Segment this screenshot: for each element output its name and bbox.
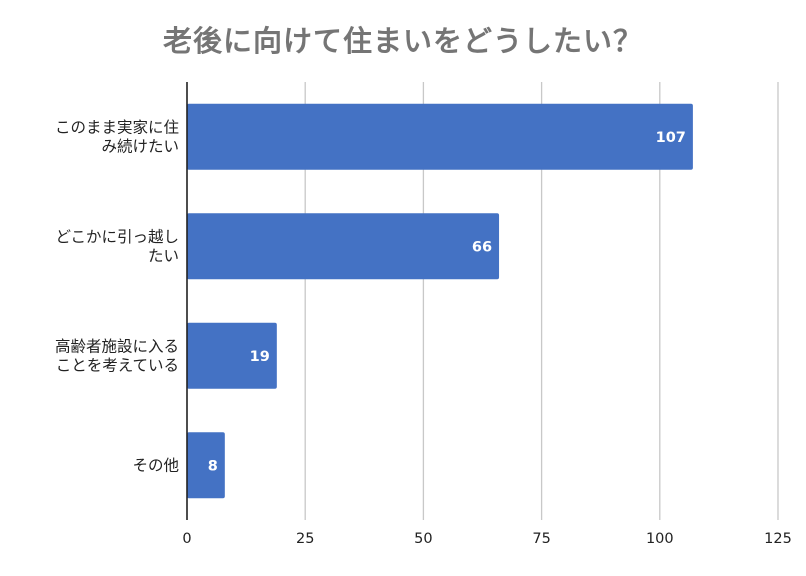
- bars: [187, 103, 693, 499]
- category-label-3: その他: [132, 456, 179, 474]
- category-label-0: このまま実家に住み続けたい: [55, 118, 179, 155]
- bar-3: [187, 432, 225, 499]
- x-tick-label-125: 125: [764, 531, 792, 547]
- bar-1: [187, 213, 500, 280]
- chart-title: 老後に向けて住まいをどうしたい？: [162, 24, 643, 58]
- bar-2: [187, 322, 277, 389]
- x-tick-label-100: 100: [646, 531, 674, 547]
- x-tick-label-75: 75: [532, 531, 550, 547]
- data-label-1: 66: [472, 239, 492, 255]
- x-tick-label-25: 25: [296, 531, 314, 547]
- x-tick-label-50: 50: [414, 531, 432, 547]
- bar-0: [187, 103, 693, 170]
- labels: 0 25 50 75 100 125 107 このまま実家に住み続けたい 66 どこかに引っ越した…: [55, 118, 792, 547]
- category-label-2: 高齢者施設に入ることを考えている: [55, 337, 179, 374]
- x-tick-label-0: 0: [182, 531, 191, 547]
- data-label-3: 8: [208, 458, 218, 474]
- data-label-2: 19: [250, 349, 270, 365]
- category-label-1: どこかに引っ越したい: [55, 228, 179, 265]
- data-label-0: 107: [656, 130, 686, 146]
